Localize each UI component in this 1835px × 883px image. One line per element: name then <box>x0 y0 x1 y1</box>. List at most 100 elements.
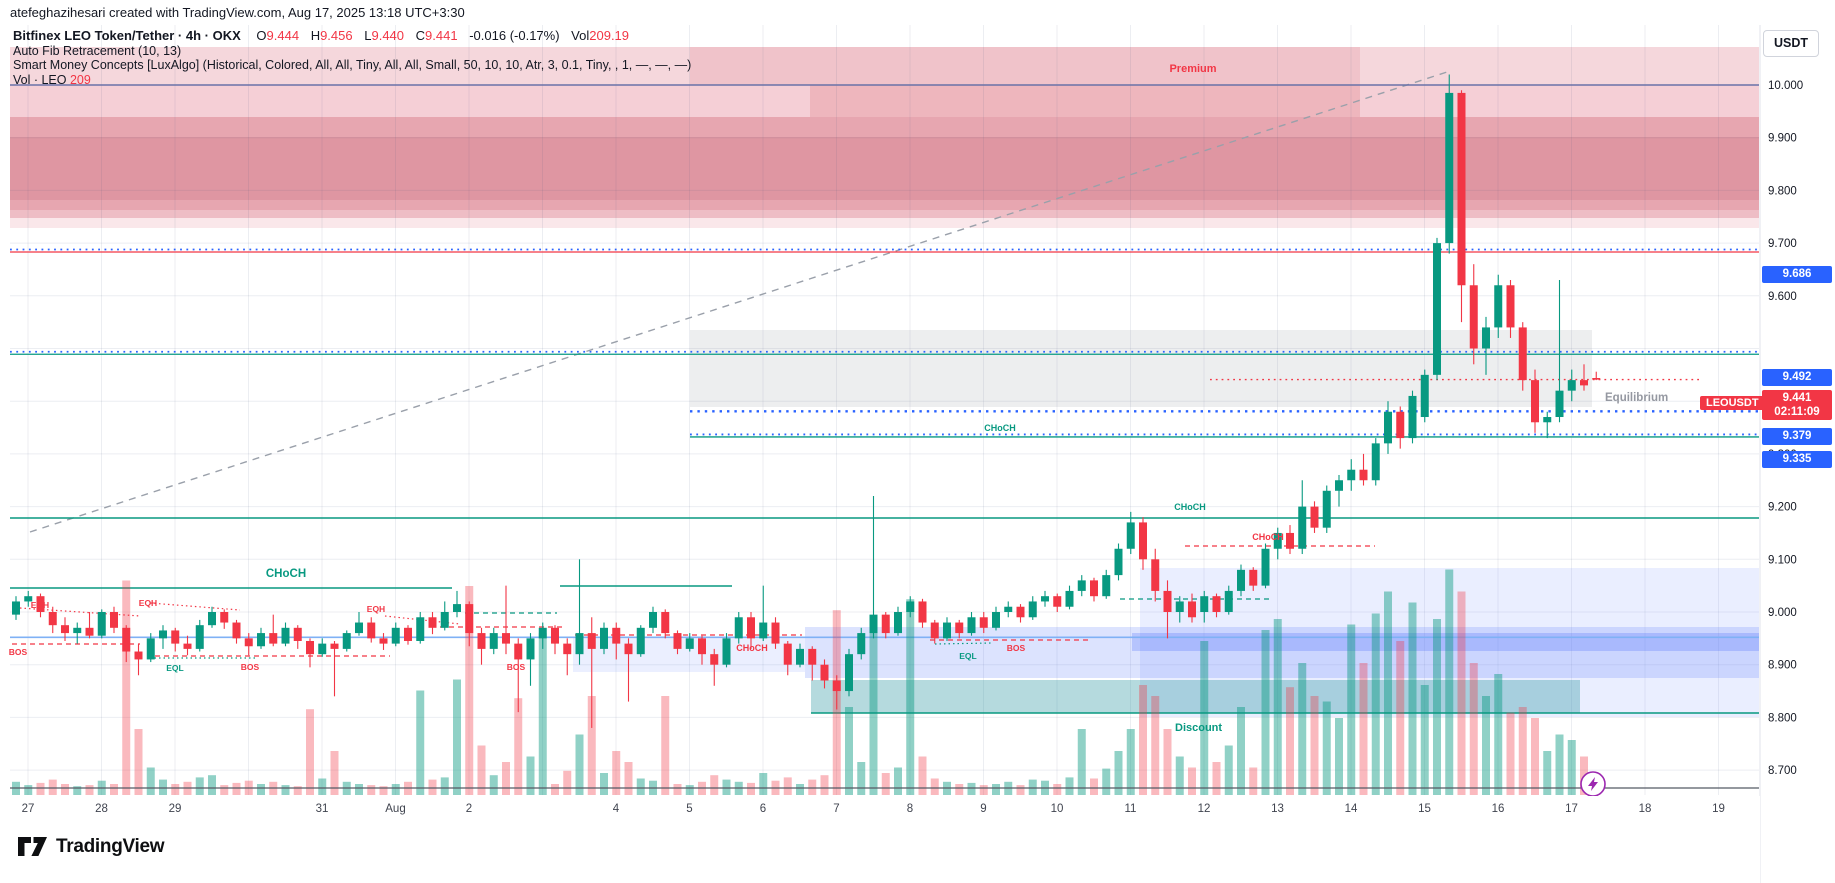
demand-zone-pale <box>1140 568 1759 717</box>
time-tick-label[interactable]: 17 <box>1565 803 1578 815</box>
volume-bar <box>232 782 241 795</box>
candle-body <box>489 633 498 649</box>
currency-toggle-button[interactable]: USDT <box>1763 30 1819 57</box>
time-tick-label[interactable]: 10 <box>1051 803 1064 815</box>
smc-label: EQH <box>367 604 385 614</box>
candle-body <box>808 648 817 665</box>
volume-bar <box>1175 756 1184 795</box>
chart-canvas[interactable]: Premium Equilibrium Discount CHoCH CHoCH CHoC… <box>0 25 1835 883</box>
candle-body <box>661 612 670 634</box>
open-label: O <box>256 28 267 43</box>
legend-fib-indicator[interactable]: Auto Fib Retracement (10, 13) <box>13 44 182 58</box>
candle-body <box>832 680 841 692</box>
candle-body <box>110 612 118 628</box>
legend-symbol-row[interactable]: Bitfinex LEO Token/Tether · 4h · OKX O9.… <box>13 28 629 43</box>
tradingview-logo[interactable]: TradingView <box>18 836 165 858</box>
volume-bar <box>955 784 964 795</box>
volume-bar <box>453 679 461 795</box>
time-tick-label[interactable]: 5 <box>686 803 692 815</box>
time-tick-label[interactable]: 2 <box>466 803 472 815</box>
candle-body <box>257 633 265 647</box>
legend-volume-indicator[interactable]: Vol · LEO 209 <box>13 73 91 87</box>
candle-body <box>1286 532 1294 549</box>
time-tick-label[interactable]: 31 <box>316 803 329 815</box>
volume-bar <box>918 756 927 795</box>
candle-body <box>1347 469 1356 481</box>
time-tick-label[interactable]: 18 <box>1639 803 1652 815</box>
candle-body <box>1457 92 1466 286</box>
volume-bar <box>1114 751 1123 795</box>
fib-band <box>690 47 1360 85</box>
volume-bar <box>526 756 535 795</box>
volume-bar <box>1433 619 1441 795</box>
candle-body <box>1163 590 1172 612</box>
candle-body <box>857 633 866 655</box>
volume-bar <box>894 767 902 795</box>
volume-bar <box>1139 685 1147 795</box>
smc-label: BOS <box>1007 643 1026 653</box>
time-tick-label[interactable]: 28 <box>95 803 108 815</box>
volume-bar <box>1028 779 1037 795</box>
candle-body <box>1016 606 1025 618</box>
candle-body <box>1175 601 1184 612</box>
candle-body <box>673 633 682 649</box>
candle-body <box>1237 569 1245 591</box>
time-tick-label[interactable]: 7 <box>833 803 839 815</box>
attribution-bar: atefeghazihesari created with TradingVie… <box>0 0 1835 25</box>
time-tick-label[interactable]: 29 <box>169 803 182 815</box>
candle-body <box>710 654 719 665</box>
time-axis <box>0 796 1760 883</box>
time-tick-label[interactable]: 6 <box>760 803 766 815</box>
candle-body <box>869 614 878 634</box>
volume-bar <box>587 696 596 795</box>
volume-bar <box>1200 641 1209 795</box>
candle-body <box>587 633 596 649</box>
time-tick-label[interactable]: 27 <box>22 803 35 815</box>
time-tick-label[interactable]: 15 <box>1418 803 1431 815</box>
time-tick-label[interactable]: 13 <box>1271 803 1284 815</box>
candle-body <box>734 617 743 639</box>
time-tick-label[interactable]: 8 <box>907 803 913 815</box>
volume-bar <box>575 734 584 795</box>
candle-body <box>1555 390 1564 418</box>
symbol-title[interactable]: Bitfinex LEO Token/Tether · 4h · OKX <box>13 28 241 43</box>
fib-band <box>10 85 1759 117</box>
candle-body <box>1212 596 1221 612</box>
volume-bar <box>992 784 1000 795</box>
price-tick-label: 9.700 <box>1768 238 1797 250</box>
smc-segment <box>934 642 993 645</box>
time-tick-label[interactable]: 16 <box>1492 803 1505 815</box>
time-tick-label[interactable]: 19 <box>1712 803 1725 815</box>
price-tick-label: 9.800 <box>1768 185 1797 197</box>
candle-body <box>195 625 204 649</box>
volume-bar <box>1126 729 1135 795</box>
volume-bar <box>61 784 69 795</box>
volume-bar <box>355 784 363 795</box>
time-tick-label[interactable]: 9 <box>980 803 986 815</box>
legend-smc-indicator[interactable]: Smart Money Concepts [LuxAlgo] (Historic… <box>13 58 692 72</box>
volume-bar <box>1384 591 1392 795</box>
candle-body <box>1126 522 1135 549</box>
volume-bar <box>1273 619 1282 795</box>
candle-body <box>881 614 890 634</box>
candle-body <box>416 617 425 641</box>
smc-label: CHoCH <box>266 568 306 580</box>
candle-body <box>894 612 902 634</box>
time-tick-label[interactable]: Aug <box>385 803 405 815</box>
time-tick-label[interactable]: 14 <box>1345 803 1358 815</box>
volume-bar <box>195 777 204 795</box>
volume-bar <box>930 778 939 795</box>
fib-band <box>10 47 1759 85</box>
time-tick-label[interactable]: 12 <box>1198 803 1211 815</box>
volume-bar <box>1188 767 1196 795</box>
volume-bar <box>1494 674 1503 795</box>
volume-bar <box>967 782 976 795</box>
time-tick-label[interactable]: 11 <box>1125 803 1137 815</box>
candle-body <box>48 612 57 626</box>
fib-band <box>10 210 1759 218</box>
candle-body <box>330 643 339 649</box>
candle-body <box>477 633 486 649</box>
volume-bar <box>330 751 339 795</box>
time-tick-label[interactable]: 4 <box>613 803 620 815</box>
